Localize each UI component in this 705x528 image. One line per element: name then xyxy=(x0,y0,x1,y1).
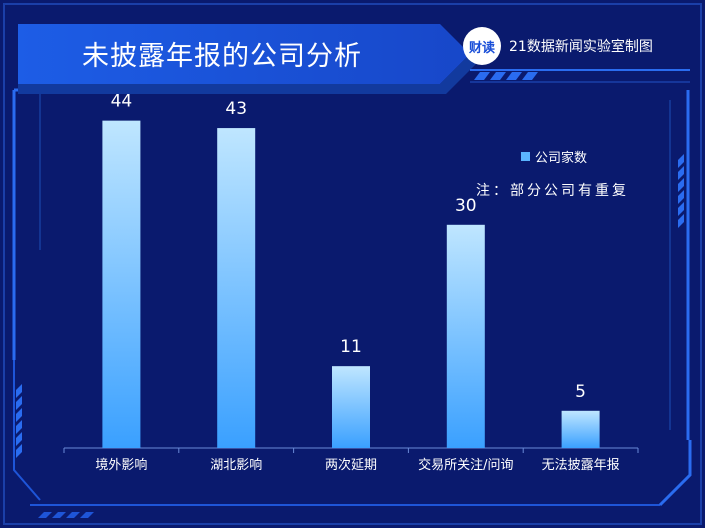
title-banner xyxy=(18,24,690,94)
value-label-2: 11 xyxy=(340,337,362,357)
brand-mark: 财读 21数据新闻实验室制图 xyxy=(463,27,653,65)
value-label-1: 43 xyxy=(225,99,247,119)
chart-note: 注：部分公司有重复 xyxy=(476,183,629,199)
legend-swatch-icon xyxy=(521,152,530,161)
category-label-4: 无法披露年报 xyxy=(542,458,620,473)
source-credit: 21数据新闻实验室制图 xyxy=(509,39,653,55)
value-label-3: 30 xyxy=(455,196,477,216)
value-label-0: 44 xyxy=(111,92,133,112)
category-label-1: 湖北影响 xyxy=(210,457,262,473)
value-label-4: 5 xyxy=(575,382,586,402)
legend-label: 公司家数 xyxy=(535,151,588,166)
bar-3 xyxy=(446,224,485,448)
chart-legend: 公司家数 xyxy=(521,147,587,166)
bar-4 xyxy=(561,410,600,448)
category-labels: 境外影响 湖北影响 两次延期 交易所关注/问询 无法披露年报 xyxy=(95,457,619,473)
bar-0 xyxy=(102,120,141,448)
page-title: 未披露年报的公司分析 xyxy=(82,41,362,72)
category-label-0: 境外影响 xyxy=(95,457,147,473)
bar-2 xyxy=(332,366,370,448)
category-label-3: 交易所关注/问询 xyxy=(418,457,513,473)
frame-decoration xyxy=(3,3,702,525)
x-axis-ticks xyxy=(63,448,639,453)
category-label-2: 两次延期 xyxy=(325,457,377,473)
value-labels: 44 43 11 30 5 xyxy=(111,92,586,402)
bar-series xyxy=(102,120,600,448)
bar-1 xyxy=(217,128,256,448)
brand-logo-icon: 财读 xyxy=(463,27,501,65)
